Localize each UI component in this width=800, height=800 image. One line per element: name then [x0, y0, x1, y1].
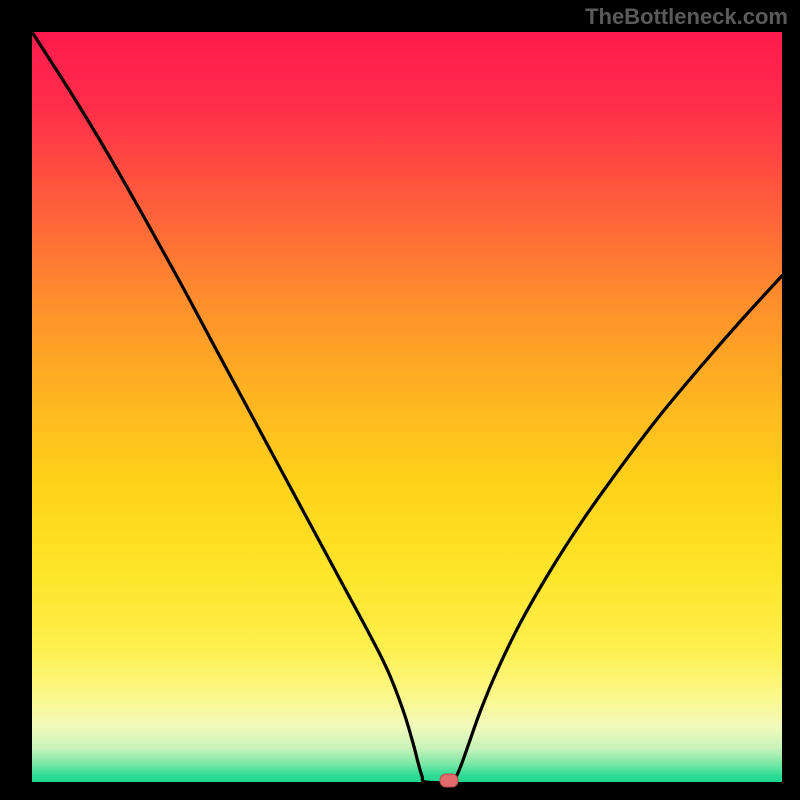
optimal-point-marker: [440, 774, 458, 787]
chart-container: TheBottleneck.com: [0, 0, 800, 800]
plot-background: [32, 32, 782, 782]
chart-svg: [0, 0, 800, 800]
watermark-text: TheBottleneck.com: [585, 4, 788, 30]
